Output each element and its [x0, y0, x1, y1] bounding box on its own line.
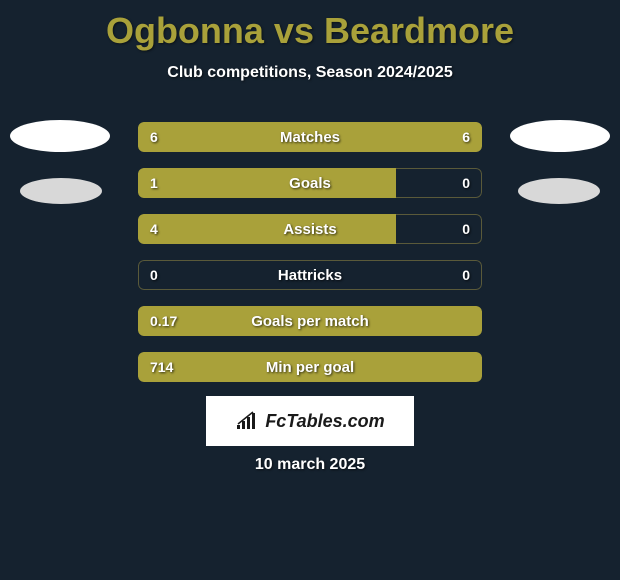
- fctables-logo-icon: [235, 411, 259, 431]
- stat-value-right: 0: [462, 168, 470, 198]
- stat-row: Min per goal714: [138, 352, 482, 382]
- stat-label: Min per goal: [138, 352, 482, 382]
- stat-value-left: 0: [150, 260, 158, 290]
- comparison-subtitle: Club competitions, Season 2024/2025: [0, 64, 620, 82]
- stat-label: Goals: [138, 168, 482, 198]
- stats-container: Matches66Goals10Assists40Hattricks00Goal…: [138, 122, 482, 398]
- ellipse-icon: [20, 178, 102, 204]
- comparison-date: 10 march 2025: [0, 456, 620, 474]
- stat-label: Matches: [138, 122, 482, 152]
- stat-label: Assists: [138, 214, 482, 244]
- stat-value-right: 6: [462, 122, 470, 152]
- left-player-indicator: [10, 120, 110, 204]
- stat-row: Goals1 0: [138, 168, 482, 198]
- stat-value-left: 714: [150, 352, 173, 382]
- ellipse-icon: [518, 178, 600, 204]
- stat-value-left: 0.17: [150, 306, 177, 336]
- stat-value-left: 1: [150, 168, 158, 198]
- stat-value-left: 4: [150, 214, 158, 244]
- ellipse-icon: [510, 120, 610, 152]
- stat-label: Hattricks: [138, 260, 482, 290]
- fctables-badge: FcTables.com: [206, 396, 414, 446]
- fctables-label: FcTables.com: [265, 411, 384, 432]
- stat-label: Goals per match: [138, 306, 482, 336]
- stat-value-left: 6: [150, 122, 158, 152]
- stat-row: Goals per match0.17: [138, 306, 482, 336]
- stat-value-right: 0: [462, 214, 470, 244]
- ellipse-icon: [10, 120, 110, 152]
- stat-value-right: 0: [462, 260, 470, 290]
- stat-row: Hattricks0 0: [138, 260, 482, 290]
- comparison-title: Ogbonna vs Beardmore: [0, 0, 620, 52]
- right-player-indicator: [510, 120, 610, 204]
- stat-row: Assists4 0: [138, 214, 482, 244]
- stat-row: Matches6 6: [138, 122, 482, 152]
